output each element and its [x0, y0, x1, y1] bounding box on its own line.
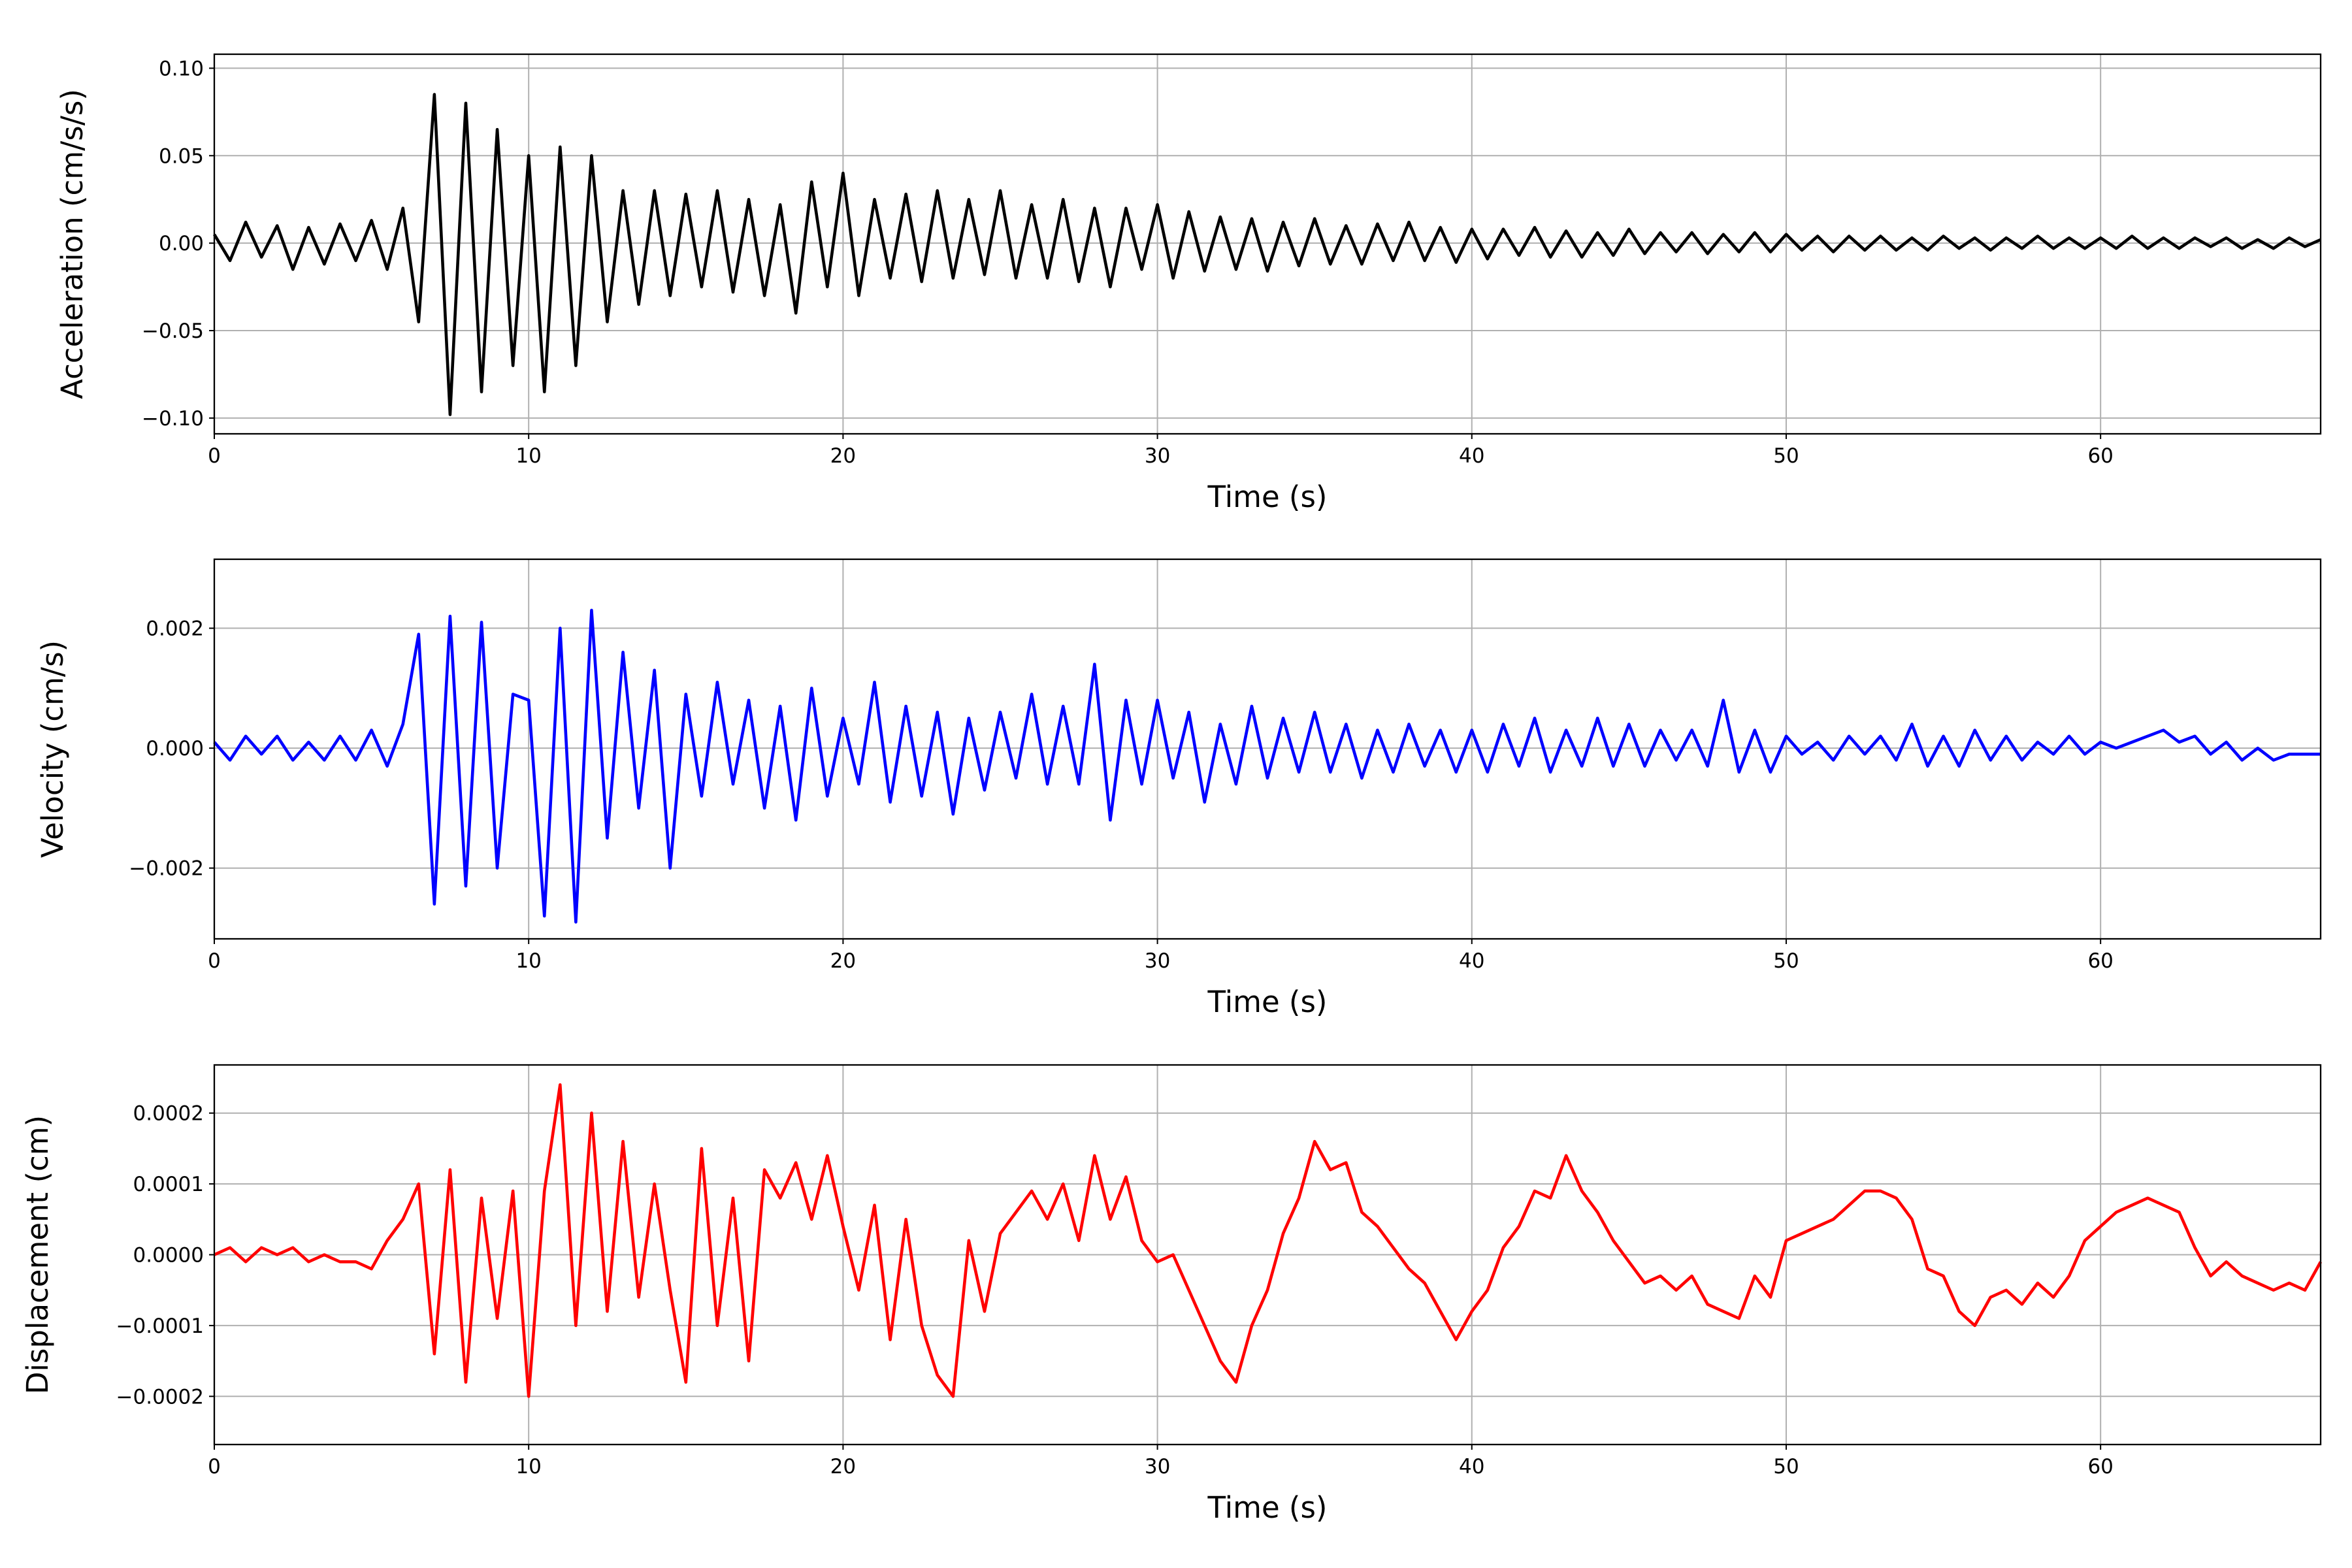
- x-axis-label: Time (s): [1207, 480, 1328, 514]
- x-tick-label: 50: [1773, 949, 1799, 973]
- y-tick-label: 0.10: [159, 57, 204, 80]
- x-tick-label: 40: [1459, 1455, 1484, 1478]
- y-tick-label: 0.0002: [133, 1102, 204, 1126]
- x-tick-label: 10: [515, 1455, 541, 1478]
- x-tick-label: 60: [2087, 444, 2113, 468]
- x-tick-label: 10: [515, 949, 541, 973]
- y-tick-label: 0.000: [146, 737, 204, 760]
- y-axis-label: Velocity (cm/s): [35, 640, 70, 858]
- y-tick-label: 0.002: [146, 617, 204, 641]
- x-axis-label: Time (s): [1207, 985, 1328, 1019]
- x-tick-label: 60: [2087, 1455, 2113, 1478]
- y-tick-label: 0.05: [159, 144, 204, 168]
- y-axis-label: Acceleration (cm/s/s): [55, 89, 90, 399]
- y-tick-label: 0.00: [159, 232, 204, 255]
- data-line: [213, 93, 2321, 416]
- x-tick-label: 20: [830, 444, 856, 468]
- plot-area: [214, 54, 2321, 434]
- x-tick-label: 0: [208, 949, 221, 973]
- y-tick-label: −0.0001: [116, 1315, 204, 1338]
- x-tick-label: 20: [830, 949, 856, 973]
- x-axis-label: Time (s): [1207, 1490, 1328, 1525]
- axes-frame: [213, 53, 2322, 435]
- plot-area: [214, 559, 2321, 939]
- y-tick-label: −0.10: [142, 407, 204, 431]
- y-tick-label: −0.05: [142, 319, 204, 343]
- x-tick-label: 40: [1459, 444, 1484, 468]
- y-tick-label: 0.0000: [133, 1244, 204, 1267]
- y-tick-label: −0.0002: [116, 1385, 204, 1409]
- x-tick-label: 0: [208, 444, 221, 468]
- x-tick-label: 20: [830, 1455, 856, 1478]
- axes-frame: [213, 558, 2322, 940]
- x-tick-label: 50: [1773, 1455, 1799, 1478]
- y-axis-label: Displacement (cm): [20, 1115, 55, 1394]
- y-tick-label: 0.0001: [133, 1173, 204, 1196]
- axes-frame: [213, 1064, 2322, 1446]
- data-line: [214, 1083, 2323, 1398]
- y-tick-label: −0.002: [129, 857, 204, 881]
- x-tick-label: 10: [515, 444, 541, 468]
- x-tick-label: 60: [2087, 949, 2113, 973]
- x-tick-label: 50: [1773, 444, 1799, 468]
- x-tick-label: 40: [1459, 949, 1484, 973]
- x-tick-label: 30: [1145, 1455, 1170, 1478]
- x-tick-label: 30: [1145, 949, 1170, 973]
- x-tick-label: 0: [208, 1455, 221, 1478]
- x-tick-label: 30: [1145, 444, 1170, 468]
- data-line: [213, 608, 2321, 924]
